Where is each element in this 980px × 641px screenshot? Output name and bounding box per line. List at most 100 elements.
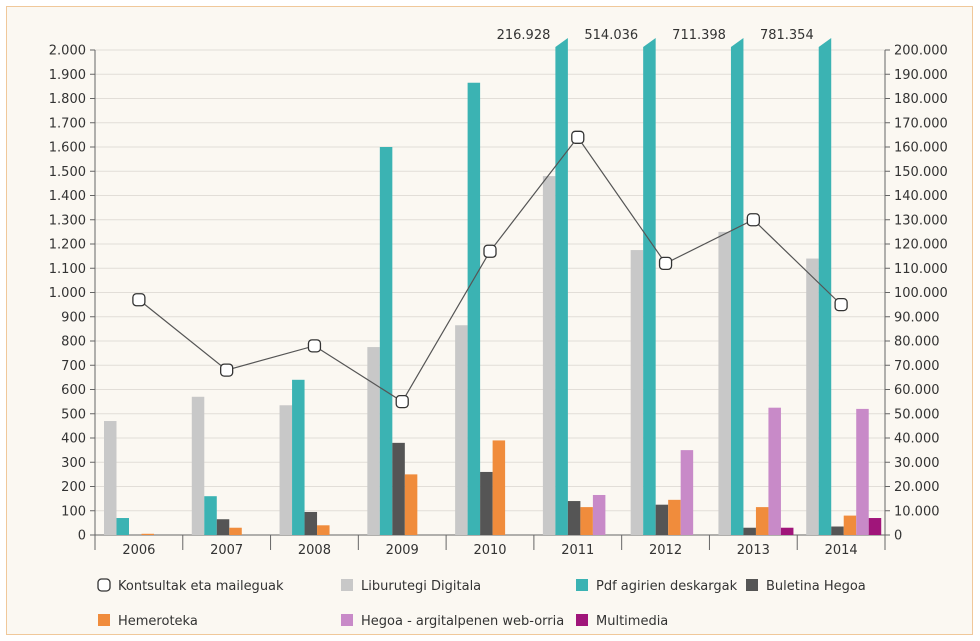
- legend-swatch: [576, 579, 588, 591]
- line-marker: [132, 293, 146, 307]
- y-right-tick-label: 70.000: [894, 359, 940, 374]
- x-tick-label: 2014: [825, 543, 858, 558]
- legend-label: Pdf agirien deskargak: [596, 579, 738, 594]
- legend-label: Hemeroteka: [118, 614, 198, 629]
- y-right-tick-label: 60.000: [894, 383, 940, 398]
- line-marker: [658, 256, 673, 271]
- y-right-tick-label: 50.000: [894, 407, 940, 422]
- y-right-tick-label: 20.000: [894, 480, 940, 495]
- x-tick-label: 2011: [561, 543, 594, 558]
- bar: [492, 440, 506, 535]
- bar: [818, 38, 832, 535]
- bar: [743, 527, 756, 535]
- line-marker: [307, 339, 322, 353]
- y-left-tick-label: 1.300: [49, 213, 86, 228]
- bar: [542, 176, 556, 535]
- y-right-tick-label: 120.000: [894, 238, 948, 253]
- y-left-tick-label: 200: [61, 480, 86, 495]
- bar: [455, 325, 468, 535]
- y-left-tick-label: 1.700: [49, 116, 86, 131]
- bar: [304, 511, 318, 535]
- legend-label: Hegoa - argitalpenen web-orria: [361, 614, 564, 629]
- bar: [216, 519, 230, 535]
- bar: [843, 515, 857, 535]
- bar: [630, 250, 644, 535]
- bar: [392, 442, 405, 535]
- y-left-tick-label: 1.800: [49, 92, 86, 107]
- y-left-tick-label: 500: [61, 407, 86, 422]
- bar: [718, 231, 731, 535]
- legend-label: Kontsultak eta maileguak: [118, 579, 284, 594]
- bar-break-label: 216.928: [497, 28, 551, 43]
- y-right-tick-label: 130.000: [894, 213, 948, 228]
- x-tick-label: 2010: [473, 543, 506, 558]
- bar: [655, 504, 669, 535]
- x-tick-label: 2009: [386, 543, 419, 558]
- bar: [567, 501, 581, 535]
- bar: [668, 499, 681, 535]
- bar: [643, 38, 656, 535]
- bar: [856, 408, 869, 535]
- line-marker: [395, 394, 409, 409]
- bar: [555, 38, 568, 535]
- y-right-tick-label: 160.000: [894, 141, 948, 156]
- y-left-tick-label: 1.000: [49, 286, 86, 301]
- y-left-tick-label: 1.900: [49, 68, 86, 83]
- y-left-tick-label: 600: [61, 383, 86, 398]
- y-right-tick-label: 180.000: [894, 92, 948, 107]
- bar: [116, 518, 129, 535]
- legend-swatch: [576, 614, 588, 626]
- bar: [592, 494, 606, 535]
- bar: [768, 407, 781, 535]
- y-right-tick-label: 200.000: [894, 44, 948, 59]
- bar: [367, 347, 380, 535]
- bar: [730, 38, 744, 535]
- bar: [404, 474, 418, 535]
- y-right-tick-label: 0: [894, 529, 902, 544]
- line-marker: [220, 363, 234, 377]
- y-right-tick-label: 80.000: [894, 335, 940, 350]
- y-left-tick-label: 700: [61, 359, 86, 374]
- legend-label: Buletina Hegoa: [766, 579, 866, 594]
- bar: [317, 525, 330, 535]
- bar-break-label: 711.398: [672, 28, 726, 43]
- legend-swatch: [746, 579, 758, 591]
- x-tick-label: 2006: [122, 543, 155, 558]
- bar-break-label: 514.036: [584, 28, 638, 43]
- y-left-tick-label: 1.500: [49, 165, 86, 180]
- y-right-tick-label: 30.000: [894, 456, 940, 471]
- y-right-tick-label: 150.000: [894, 165, 948, 180]
- y-left-tick-label: 1.100: [49, 262, 86, 277]
- bar: [141, 533, 154, 535]
- legend-swatch: [341, 579, 353, 591]
- x-tick-label: 2007: [210, 543, 243, 558]
- y-left-tick-label: 1.200: [49, 238, 86, 253]
- bar-break-label: 781.354: [760, 28, 814, 43]
- bar: [480, 471, 493, 535]
- legend-label: Liburutegi Digitala: [361, 579, 481, 594]
- x-tick-label: 2012: [649, 543, 682, 558]
- legend-label: Multimedia: [596, 614, 668, 629]
- y-left-tick-label: 0: [78, 529, 86, 544]
- y-left-tick-label: 300: [61, 456, 86, 471]
- y-left-tick-label: 800: [61, 335, 86, 350]
- legend-swatch: [341, 614, 353, 626]
- y-left-tick-label: 400: [61, 432, 86, 447]
- bar: [580, 507, 593, 535]
- y-left-tick-label: 1.600: [49, 141, 86, 156]
- bar: [204, 496, 217, 535]
- y-left-tick-label: 100: [61, 504, 86, 519]
- bar: [780, 527, 794, 535]
- legend-swatch: [98, 614, 110, 626]
- line-marker: [483, 244, 497, 258]
- legend-swatch: [97, 578, 111, 592]
- y-right-tick-label: 110.000: [894, 262, 948, 277]
- bar: [379, 147, 393, 535]
- y-right-tick-label: 100.000: [894, 286, 948, 301]
- y-right-tick-label: 90.000: [894, 310, 940, 325]
- bar: [755, 507, 769, 535]
- bar: [806, 258, 819, 535]
- bar: [467, 82, 481, 536]
- y-right-tick-label: 140.000: [894, 189, 948, 204]
